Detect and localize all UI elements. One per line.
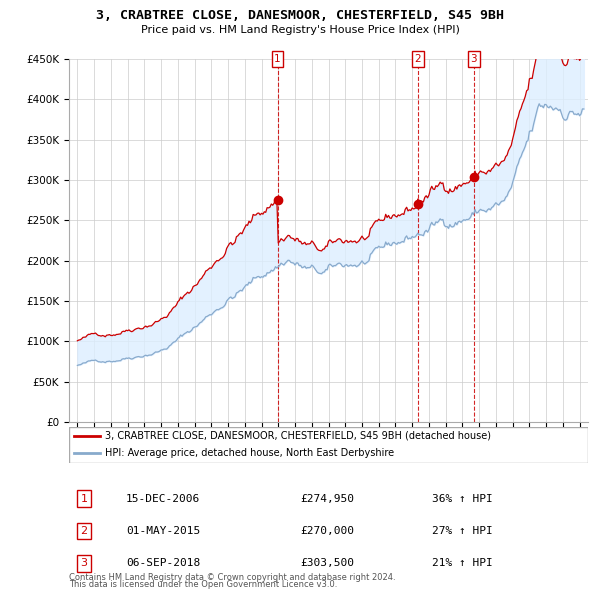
Text: 01-MAY-2015: 01-MAY-2015 [126,526,200,536]
Text: 21% ↑ HPI: 21% ↑ HPI [432,559,493,568]
Text: HPI: Average price, detached house, North East Derbyshire: HPI: Average price, detached house, Nort… [106,448,394,458]
Text: £303,500: £303,500 [300,559,354,568]
Text: Contains HM Land Registry data © Crown copyright and database right 2024.: Contains HM Land Registry data © Crown c… [69,573,395,582]
Text: £270,000: £270,000 [300,526,354,536]
Text: 1: 1 [80,494,88,503]
Text: 3, CRABTREE CLOSE, DANESMOOR, CHESTERFIELD, S45 9BH: 3, CRABTREE CLOSE, DANESMOOR, CHESTERFIE… [96,9,504,22]
Text: 2: 2 [415,54,421,64]
Text: 27% ↑ HPI: 27% ↑ HPI [432,526,493,536]
Text: 2: 2 [80,526,88,536]
Text: 3, CRABTREE CLOSE, DANESMOOR, CHESTERFIELD, S45 9BH (detached house): 3, CRABTREE CLOSE, DANESMOOR, CHESTERFIE… [106,431,491,441]
Text: £274,950: £274,950 [300,494,354,503]
Text: 3: 3 [470,54,477,64]
Text: Price paid vs. HM Land Registry's House Price Index (HPI): Price paid vs. HM Land Registry's House … [140,25,460,35]
Text: 06-SEP-2018: 06-SEP-2018 [126,559,200,568]
Text: This data is licensed under the Open Government Licence v3.0.: This data is licensed under the Open Gov… [69,581,337,589]
Text: 3: 3 [80,559,88,568]
Text: 36% ↑ HPI: 36% ↑ HPI [432,494,493,503]
Text: 1: 1 [274,54,281,64]
Text: 15-DEC-2006: 15-DEC-2006 [126,494,200,503]
